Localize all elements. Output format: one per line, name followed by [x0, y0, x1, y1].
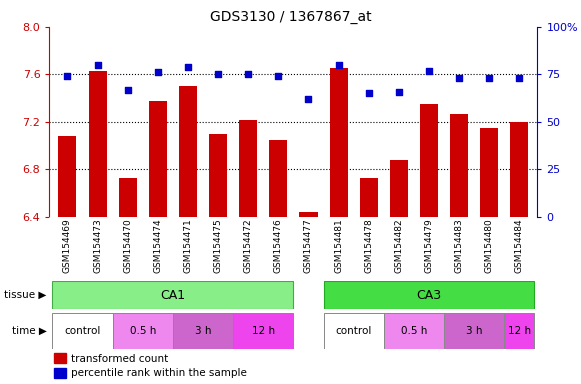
Bar: [149, 101, 167, 217]
Text: 0.5 h: 0.5 h: [130, 326, 156, 336]
Text: control: control: [64, 326, 101, 336]
Bar: [324, 281, 535, 309]
Point: [515, 75, 524, 81]
Point: [274, 73, 283, 79]
Point: [364, 90, 374, 96]
Bar: [299, 212, 317, 217]
Point: [243, 71, 253, 78]
Bar: [233, 313, 293, 349]
Text: 12 h: 12 h: [508, 326, 531, 336]
Point: [93, 62, 102, 68]
Text: CA1: CA1: [160, 289, 185, 301]
Text: 0.5 h: 0.5 h: [401, 326, 427, 336]
Bar: [270, 140, 288, 217]
Text: percentile rank within the sample: percentile rank within the sample: [71, 368, 248, 378]
Text: tissue ▶: tissue ▶: [4, 290, 46, 300]
Text: time ▶: time ▶: [12, 326, 46, 336]
Point: [123, 86, 132, 93]
Bar: [52, 281, 293, 309]
Bar: [450, 114, 468, 217]
Bar: [390, 160, 408, 217]
Bar: [54, 353, 66, 363]
Text: transformed count: transformed count: [71, 354, 168, 364]
Point: [485, 75, 494, 81]
Point: [334, 62, 343, 68]
Bar: [54, 368, 66, 378]
Text: control: control: [335, 326, 372, 336]
Bar: [420, 104, 438, 217]
Bar: [209, 134, 227, 217]
Bar: [444, 313, 504, 349]
Bar: [510, 122, 528, 217]
Bar: [59, 136, 77, 217]
Text: GDS3130 / 1367867_at: GDS3130 / 1367867_at: [210, 10, 371, 23]
Point: [454, 75, 464, 81]
Bar: [329, 68, 347, 217]
Bar: [239, 119, 257, 217]
Text: 3 h: 3 h: [195, 326, 211, 336]
Bar: [173, 313, 233, 349]
Bar: [179, 86, 197, 217]
Point: [394, 88, 403, 94]
Point: [153, 70, 163, 76]
Text: 12 h: 12 h: [252, 326, 275, 336]
Point: [304, 96, 313, 102]
Point: [184, 64, 193, 70]
Bar: [504, 313, 535, 349]
Point: [424, 68, 433, 74]
Bar: [113, 313, 173, 349]
Bar: [360, 178, 378, 217]
Text: CA3: CA3: [417, 289, 442, 301]
Bar: [88, 71, 107, 217]
Bar: [52, 313, 113, 349]
Text: 3 h: 3 h: [466, 326, 482, 336]
Bar: [324, 313, 384, 349]
Bar: [480, 128, 498, 217]
Bar: [119, 178, 137, 217]
Point: [213, 71, 223, 78]
Bar: [384, 313, 444, 349]
Point: [63, 73, 72, 79]
